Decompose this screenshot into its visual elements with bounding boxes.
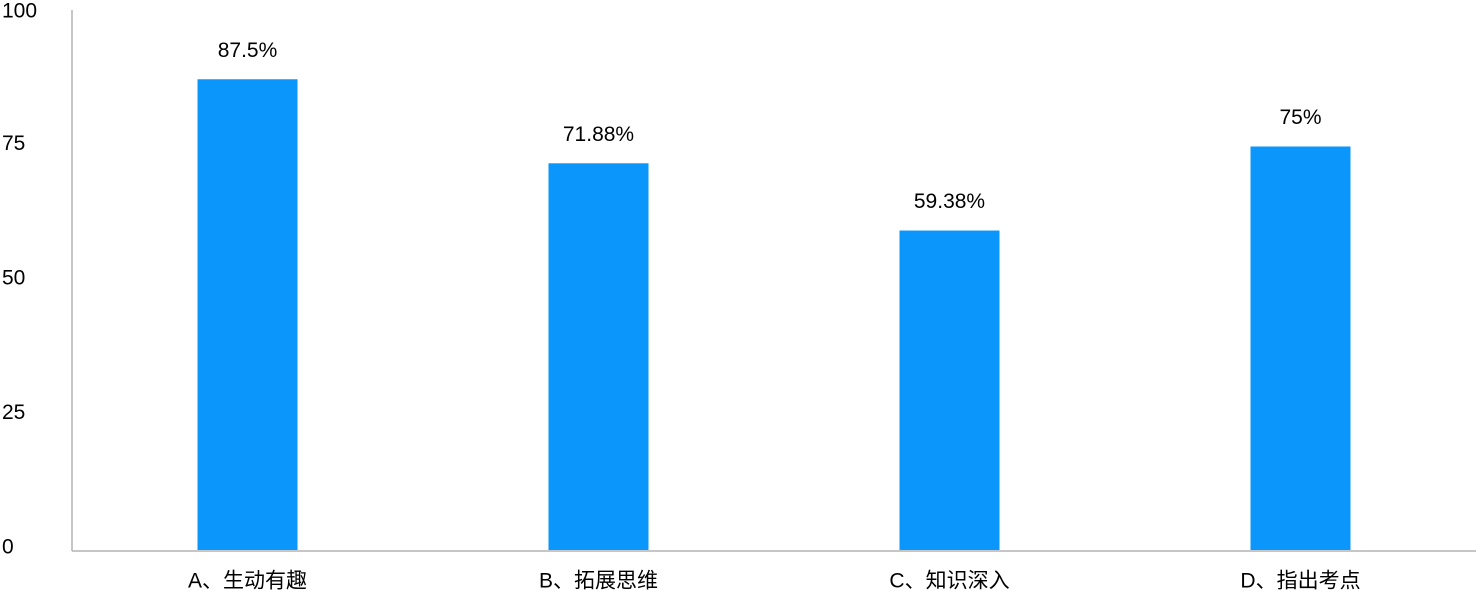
x-tick-label: D、指出考点 bbox=[1240, 570, 1360, 593]
bar bbox=[1250, 146, 1351, 550]
y-tick-label: 0 bbox=[2, 536, 14, 559]
bar bbox=[197, 79, 298, 550]
y-tick-label: 75 bbox=[2, 132, 25, 155]
x-tick-label: A、生动有趣 bbox=[188, 570, 307, 593]
bar bbox=[899, 230, 1000, 551]
value-label: 59.38% bbox=[914, 190, 985, 213]
y-tick-label: 25 bbox=[2, 401, 25, 424]
x-tick-label: B、拓展思维 bbox=[539, 570, 658, 593]
y-tick-label: 50 bbox=[2, 267, 25, 290]
value-label: 87.5% bbox=[218, 39, 278, 62]
y-tick-label: 100 bbox=[2, 0, 37, 23]
value-label: 75% bbox=[1279, 106, 1321, 129]
bar bbox=[548, 163, 649, 551]
value-label: 71.88% bbox=[563, 123, 634, 146]
x-tick-label: C、知识深入 bbox=[889, 570, 1009, 593]
